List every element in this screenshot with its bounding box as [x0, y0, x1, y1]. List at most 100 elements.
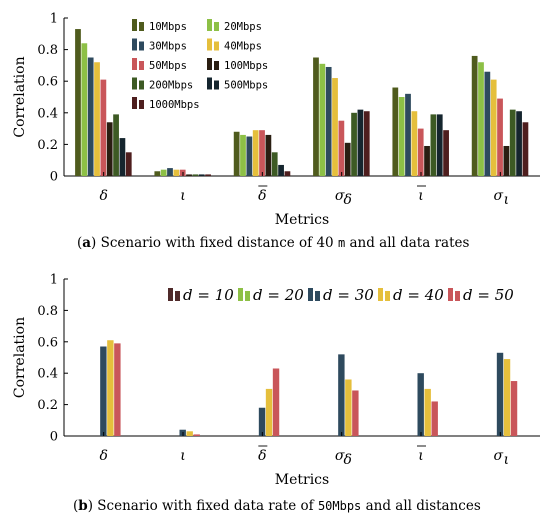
chart-b-legend-swatch [378, 288, 383, 301]
chart-b-x-axis-label: Metrics [275, 472, 329, 488]
chart-b-legend-label: d = 40 [393, 286, 444, 304]
chart-b-ytick-label: 0.2 [37, 398, 58, 413]
chart-a-bar [424, 145, 430, 176]
chart-b-legend-swatch [245, 291, 250, 301]
chart-a-legend-swatch [139, 41, 144, 51]
chart-a-legend-swatch [139, 22, 144, 31]
chart-a-legend-label: 40Mbps [224, 41, 262, 53]
chart-a-x-axis-label: Metrics [275, 212, 329, 228]
chart-a-bar [192, 174, 199, 176]
chart-b-bar [193, 434, 200, 436]
chart-b-bar [272, 368, 280, 436]
chart-b-xtick-label: δ [99, 448, 107, 464]
chart-b-y-axis-label: Correlation [12, 317, 28, 398]
chart-a-legend-label: 500Mbps [224, 80, 268, 92]
chart-a-bar [338, 120, 345, 176]
chart-b-legend-label: d = 10 [183, 286, 234, 304]
svg-text:ι: ι [504, 452, 510, 468]
chart-b-bar [431, 401, 438, 436]
chart-a-legend-swatch [214, 22, 219, 31]
chart-a-xtick-label: ι [417, 185, 426, 204]
chart-a-y-axis-label: Correlation [12, 56, 28, 137]
chart-a-bar [106, 122, 113, 176]
svg-text:σ: σ [494, 448, 504, 464]
chart-a-legend-swatch [214, 61, 219, 70]
chart-a-legend-label: 1000Mbps [149, 99, 200, 111]
chart-b-legend-swatch [168, 288, 173, 301]
chart-a-legend-label: 100Mbps [224, 60, 268, 72]
chart-a-legend-label: 200Mbps [149, 80, 193, 92]
chart-a-bar [478, 62, 484, 176]
chart-b-legend-label: d = 50 [463, 286, 514, 304]
chart-a-bar [100, 79, 107, 176]
chart-b-legend-label: d = 20 [253, 286, 304, 304]
chart-a-legend-swatch [132, 19, 137, 31]
chart-a-bar [357, 109, 364, 176]
chart-a-bar [522, 122, 529, 176]
chart-a-bar [246, 136, 253, 176]
chart-a-bar [503, 145, 510, 176]
chart-b-bar [424, 388, 431, 436]
svg-text:δ: δ [99, 188, 107, 204]
chart-a-bar [484, 71, 491, 176]
svg-text:σ: σ [335, 448, 345, 464]
chart-a-bar [167, 168, 173, 176]
chart-a-bar [497, 98, 503, 176]
chart-a-bar [271, 152, 278, 176]
chart-a-bar [75, 29, 81, 177]
chart-a-bar [259, 130, 265, 176]
chart-a-bar [319, 63, 326, 176]
chart-a-bar [344, 142, 351, 176]
chart-b-legend-swatch [175, 291, 180, 301]
svg-text:ι: ι [418, 448, 424, 464]
chart-b-bar [496, 352, 504, 436]
chart-a-xtick-label: δ [258, 185, 268, 204]
chart-a-bar [198, 174, 205, 176]
chart-a-legend-swatch [132, 38, 137, 51]
chart-b-legend-swatch [455, 291, 460, 301]
chart-b-legend-swatch [238, 288, 243, 301]
chart-a-bar [205, 174, 211, 176]
chart-a-ytick-label: 1 [50, 12, 58, 27]
chart-b-legend-swatch [308, 288, 313, 301]
chart-a-bar [351, 112, 357, 176]
chart-a-xtick-label: δ [99, 188, 107, 204]
chart-b-bar [107, 340, 114, 436]
chart-a-bar [240, 134, 246, 176]
chart-a-xtick-label: ι [180, 188, 186, 204]
chart-a-legend-label: 30Mbps [149, 41, 187, 53]
svg-text:ι: ι [504, 192, 510, 208]
chart-a-legend-swatch [139, 80, 144, 90]
chart-a-bar [125, 152, 132, 176]
chart-a-ytick-label: 0.8 [37, 43, 58, 58]
chart-a-legend-swatch [214, 41, 219, 51]
chart-a-legend-swatch [214, 80, 219, 90]
chart-b-ytick-label: 1 [50, 273, 58, 288]
chart-b-legend-swatch [448, 288, 453, 301]
svg-text:ι: ι [418, 188, 424, 204]
chart-a-bar [154, 171, 161, 176]
chart-b-bar [338, 354, 345, 436]
chart-a-bar [490, 79, 497, 176]
chart-a-legend-label: 10Mbps [149, 21, 187, 33]
chart-b-bar [503, 359, 511, 436]
chart-a-bar [325, 66, 332, 176]
svg-text:δ: δ [258, 188, 266, 204]
chart-b-bar [510, 381, 518, 436]
chart-a-bar [265, 134, 272, 176]
chart-a-bar [81, 43, 88, 176]
chart-a-bar [173, 169, 180, 176]
chart-b-bar [417, 373, 424, 436]
chart-a-legend-swatch [132, 58, 137, 70]
chart-a-legend-swatch [207, 58, 212, 70]
chart-a-legend-swatch [139, 61, 144, 70]
svg-text:σ: σ [335, 188, 345, 204]
chart-a-legend-swatch [207, 77, 212, 90]
chart-a-bar [94, 62, 100, 176]
chart-a-ytick-label: 0 [50, 170, 58, 185]
chart-b-bar [265, 388, 273, 436]
